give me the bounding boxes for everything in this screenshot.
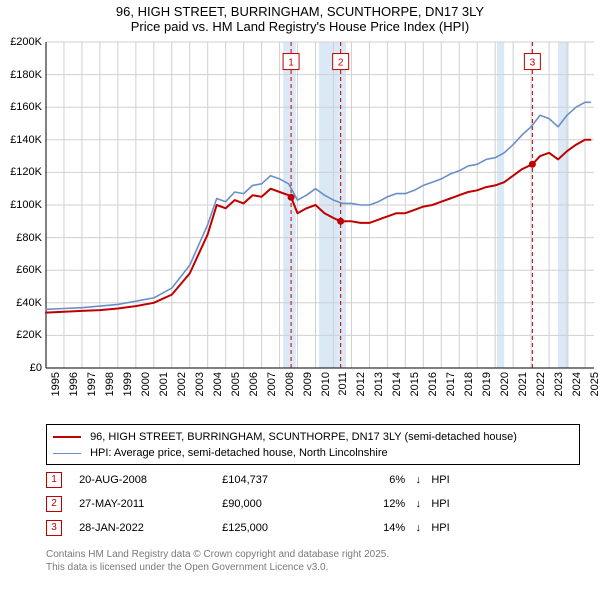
y-tick-label: £20K (2, 329, 42, 341)
svg-text:1: 1 (288, 58, 294, 69)
chart-plot-area: 1 2 3 (0, 38, 600, 418)
event-price-1: £104,737 (222, 468, 342, 492)
x-tick-label: 2014 (391, 372, 403, 412)
y-tick-label: £80K (2, 232, 42, 244)
chart-container: { "title_line1": "96, HIGH STREET, BURRI… (0, 0, 600, 590)
x-tick-label: 2010 (320, 372, 332, 412)
event-suffix-3: HPI (431, 516, 471, 540)
chart-titles: 96, HIGH STREET, BURRINGHAM, SCUNTHORPE,… (0, 0, 600, 34)
x-tick-label: 2001 (158, 372, 170, 412)
chart-title-address: 96, HIGH STREET, BURRINGHAM, SCUNTHORPE,… (0, 4, 600, 19)
x-tick-label: 2008 (284, 372, 296, 412)
x-tick-label: 2000 (140, 372, 152, 412)
x-tick-label: 2007 (266, 372, 278, 412)
event-row-2: 2 27-MAY-2011 £90,000 12% ↓ HPI (46, 492, 566, 516)
event-date-2: 27-MAY-2011 (79, 492, 219, 516)
x-tick-label: 1998 (104, 372, 116, 412)
event-date-1: 20-AUG-2008 (79, 468, 219, 492)
event-pct-1: 6% (345, 468, 405, 492)
x-tick-label: 2013 (373, 372, 385, 412)
events-table: 1 20-AUG-2008 £104,737 6% ↓ HPI 2 27-MAY… (46, 468, 566, 540)
x-tick-label: 2015 (409, 372, 421, 412)
y-tick-label: £160K (2, 101, 42, 113)
x-tick-label: 2003 (194, 372, 206, 412)
y-tick-label: £0 (2, 362, 42, 374)
event-date-3: 28-JAN-2022 (79, 516, 219, 540)
y-tick-label: £200K (2, 36, 42, 48)
down-arrow-icon: ↓ (408, 492, 428, 516)
x-tick-label: 1997 (86, 372, 98, 412)
y-tick-label: £40K (2, 297, 42, 309)
legend-label-price: 96, HIGH STREET, BURRINGHAM, SCUNTHORPE,… (90, 431, 517, 443)
x-tick-label: 2004 (212, 372, 224, 412)
attribution-line2: This data is licensed under the Open Gov… (46, 561, 566, 574)
x-tick-label: 2011 (337, 372, 349, 412)
down-arrow-icon: ↓ (408, 468, 428, 492)
x-tick-label: 2023 (553, 372, 565, 412)
x-tick-label: 1995 (50, 372, 62, 412)
event-row-3: 3 28-JAN-2022 £125,000 14% ↓ HPI (46, 516, 566, 540)
x-tick-label: 1996 (68, 372, 80, 412)
attribution-line1: Contains HM Land Registry data © Crown c… (46, 548, 566, 561)
y-tick-label: £60K (2, 264, 42, 276)
x-tick-label: 2020 (499, 372, 511, 412)
event-pct-3: 14% (345, 516, 405, 540)
chart-svg: 1 2 3 (0, 38, 600, 418)
x-tick-label: 2024 (571, 372, 583, 412)
x-tick-label: 2006 (248, 372, 260, 412)
x-tick-label: 1999 (122, 372, 134, 412)
y-tick-label: £100K (2, 199, 42, 211)
x-tick-label: 2019 (481, 372, 493, 412)
attribution-text: Contains HM Land Registry data © Crown c… (46, 548, 566, 574)
x-tick-label: 2005 (230, 372, 242, 412)
x-tick-label: 2009 (302, 372, 314, 412)
event-marker-1: 1 (46, 472, 62, 488)
svg-text:2: 2 (338, 58, 344, 69)
x-tick-label: 2016 (427, 372, 439, 412)
x-tick-label: 2025 (589, 372, 600, 412)
legend-label-hpi: HPI: Average price, semi-detached house,… (90, 447, 388, 459)
legend-swatch-price (53, 436, 81, 438)
svg-text:3: 3 (530, 58, 536, 69)
x-tick-label: 2017 (445, 372, 457, 412)
legend-item-hpi: HPI: Average price, semi-detached house,… (53, 445, 573, 461)
legend-box: 96, HIGH STREET, BURRINGHAM, SCUNTHORPE,… (46, 424, 580, 465)
down-arrow-icon: ↓ (408, 516, 428, 540)
x-tick-label: 2002 (176, 372, 188, 412)
x-tick-label: 2022 (535, 372, 547, 412)
x-tick-label: 2012 (355, 372, 367, 412)
event-pct-2: 12% (345, 492, 405, 516)
event-price-2: £90,000 (222, 492, 342, 516)
legend-item-price: 96, HIGH STREET, BURRINGHAM, SCUNTHORPE,… (53, 429, 573, 445)
event-marker-3: 3 (46, 520, 62, 536)
event-suffix-1: HPI (431, 468, 471, 492)
event-row-1: 1 20-AUG-2008 £104,737 6% ↓ HPI (46, 468, 566, 492)
y-tick-label: £140K (2, 134, 42, 146)
y-tick-label: £120K (2, 166, 42, 178)
event-price-3: £125,000 (222, 516, 342, 540)
x-tick-label: 2018 (463, 372, 475, 412)
legend-swatch-hpi (53, 453, 81, 454)
event-suffix-2: HPI (431, 492, 471, 516)
event-marker-2: 2 (46, 496, 62, 512)
x-tick-label: 2021 (517, 372, 529, 412)
y-tick-label: £180K (2, 69, 42, 81)
chart-title-desc: Price paid vs. HM Land Registry's House … (0, 19, 600, 34)
